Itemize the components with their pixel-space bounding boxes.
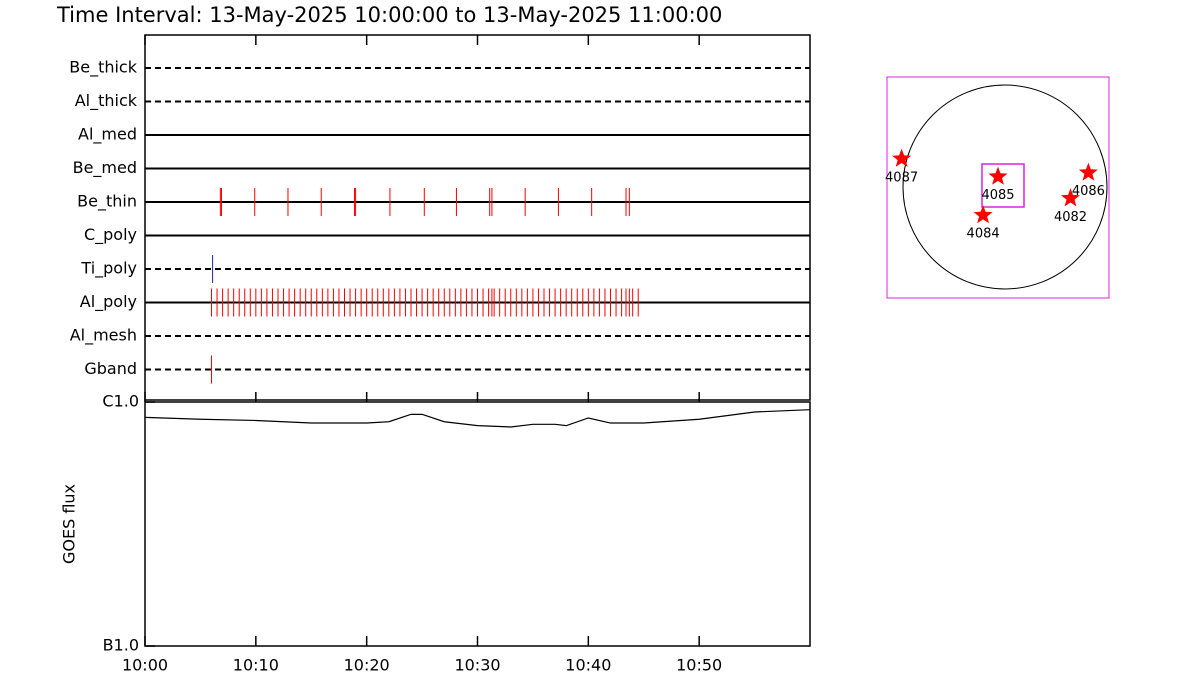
x-tick-label: 10:30 [454, 656, 500, 675]
solar-disk [902, 84, 1108, 290]
filter-label: Be_thick [69, 58, 137, 78]
x-tick-label: 10:50 [676, 656, 722, 675]
y-tick-label: B1.0 [103, 636, 139, 655]
y-axis-label: GOES flux [60, 484, 79, 564]
filter-label: Gband [84, 359, 137, 378]
filter-label: Al_thick [75, 91, 138, 111]
filter-label: Be_med [73, 158, 137, 178]
x-tick-label: 10:40 [565, 656, 611, 675]
x-tick-label: 10:10 [233, 656, 279, 675]
region-label: 4082 [1054, 210, 1087, 225]
goes-frame [144, 401, 811, 647]
filter-label: Al_mesh [70, 326, 137, 346]
y-tick-label: C1.0 [102, 392, 139, 411]
filter-label: Al_poly [80, 292, 137, 312]
fov-box [981, 163, 1025, 208]
region-marker [892, 148, 912, 167]
region-label: 4084 [967, 227, 1000, 242]
x-tick-label: 10:20 [344, 656, 390, 675]
region-marker [988, 166, 1008, 185]
filter-label: Ti_poly [80, 259, 137, 279]
filter-label: Be_thin [77, 192, 137, 212]
region-marker [973, 205, 993, 224]
region-label: 4087 [885, 170, 918, 185]
region-label: 4085 [981, 188, 1014, 203]
filter-label: Al_med [78, 125, 137, 145]
region-marker [1061, 188, 1080, 207]
goes-curve [144, 409, 811, 428]
chart-title: Time Interval: 13-May-2025 10:00:00 to 1… [56, 3, 722, 27]
region-marker [1078, 162, 1098, 181]
timeline-frame [144, 34, 811, 401]
filter-label: C_poly [84, 225, 137, 245]
region-label: 4086 [1072, 184, 1105, 199]
x-tick-label: 10:00 [122, 656, 168, 675]
map-frame [886, 76, 1110, 299]
